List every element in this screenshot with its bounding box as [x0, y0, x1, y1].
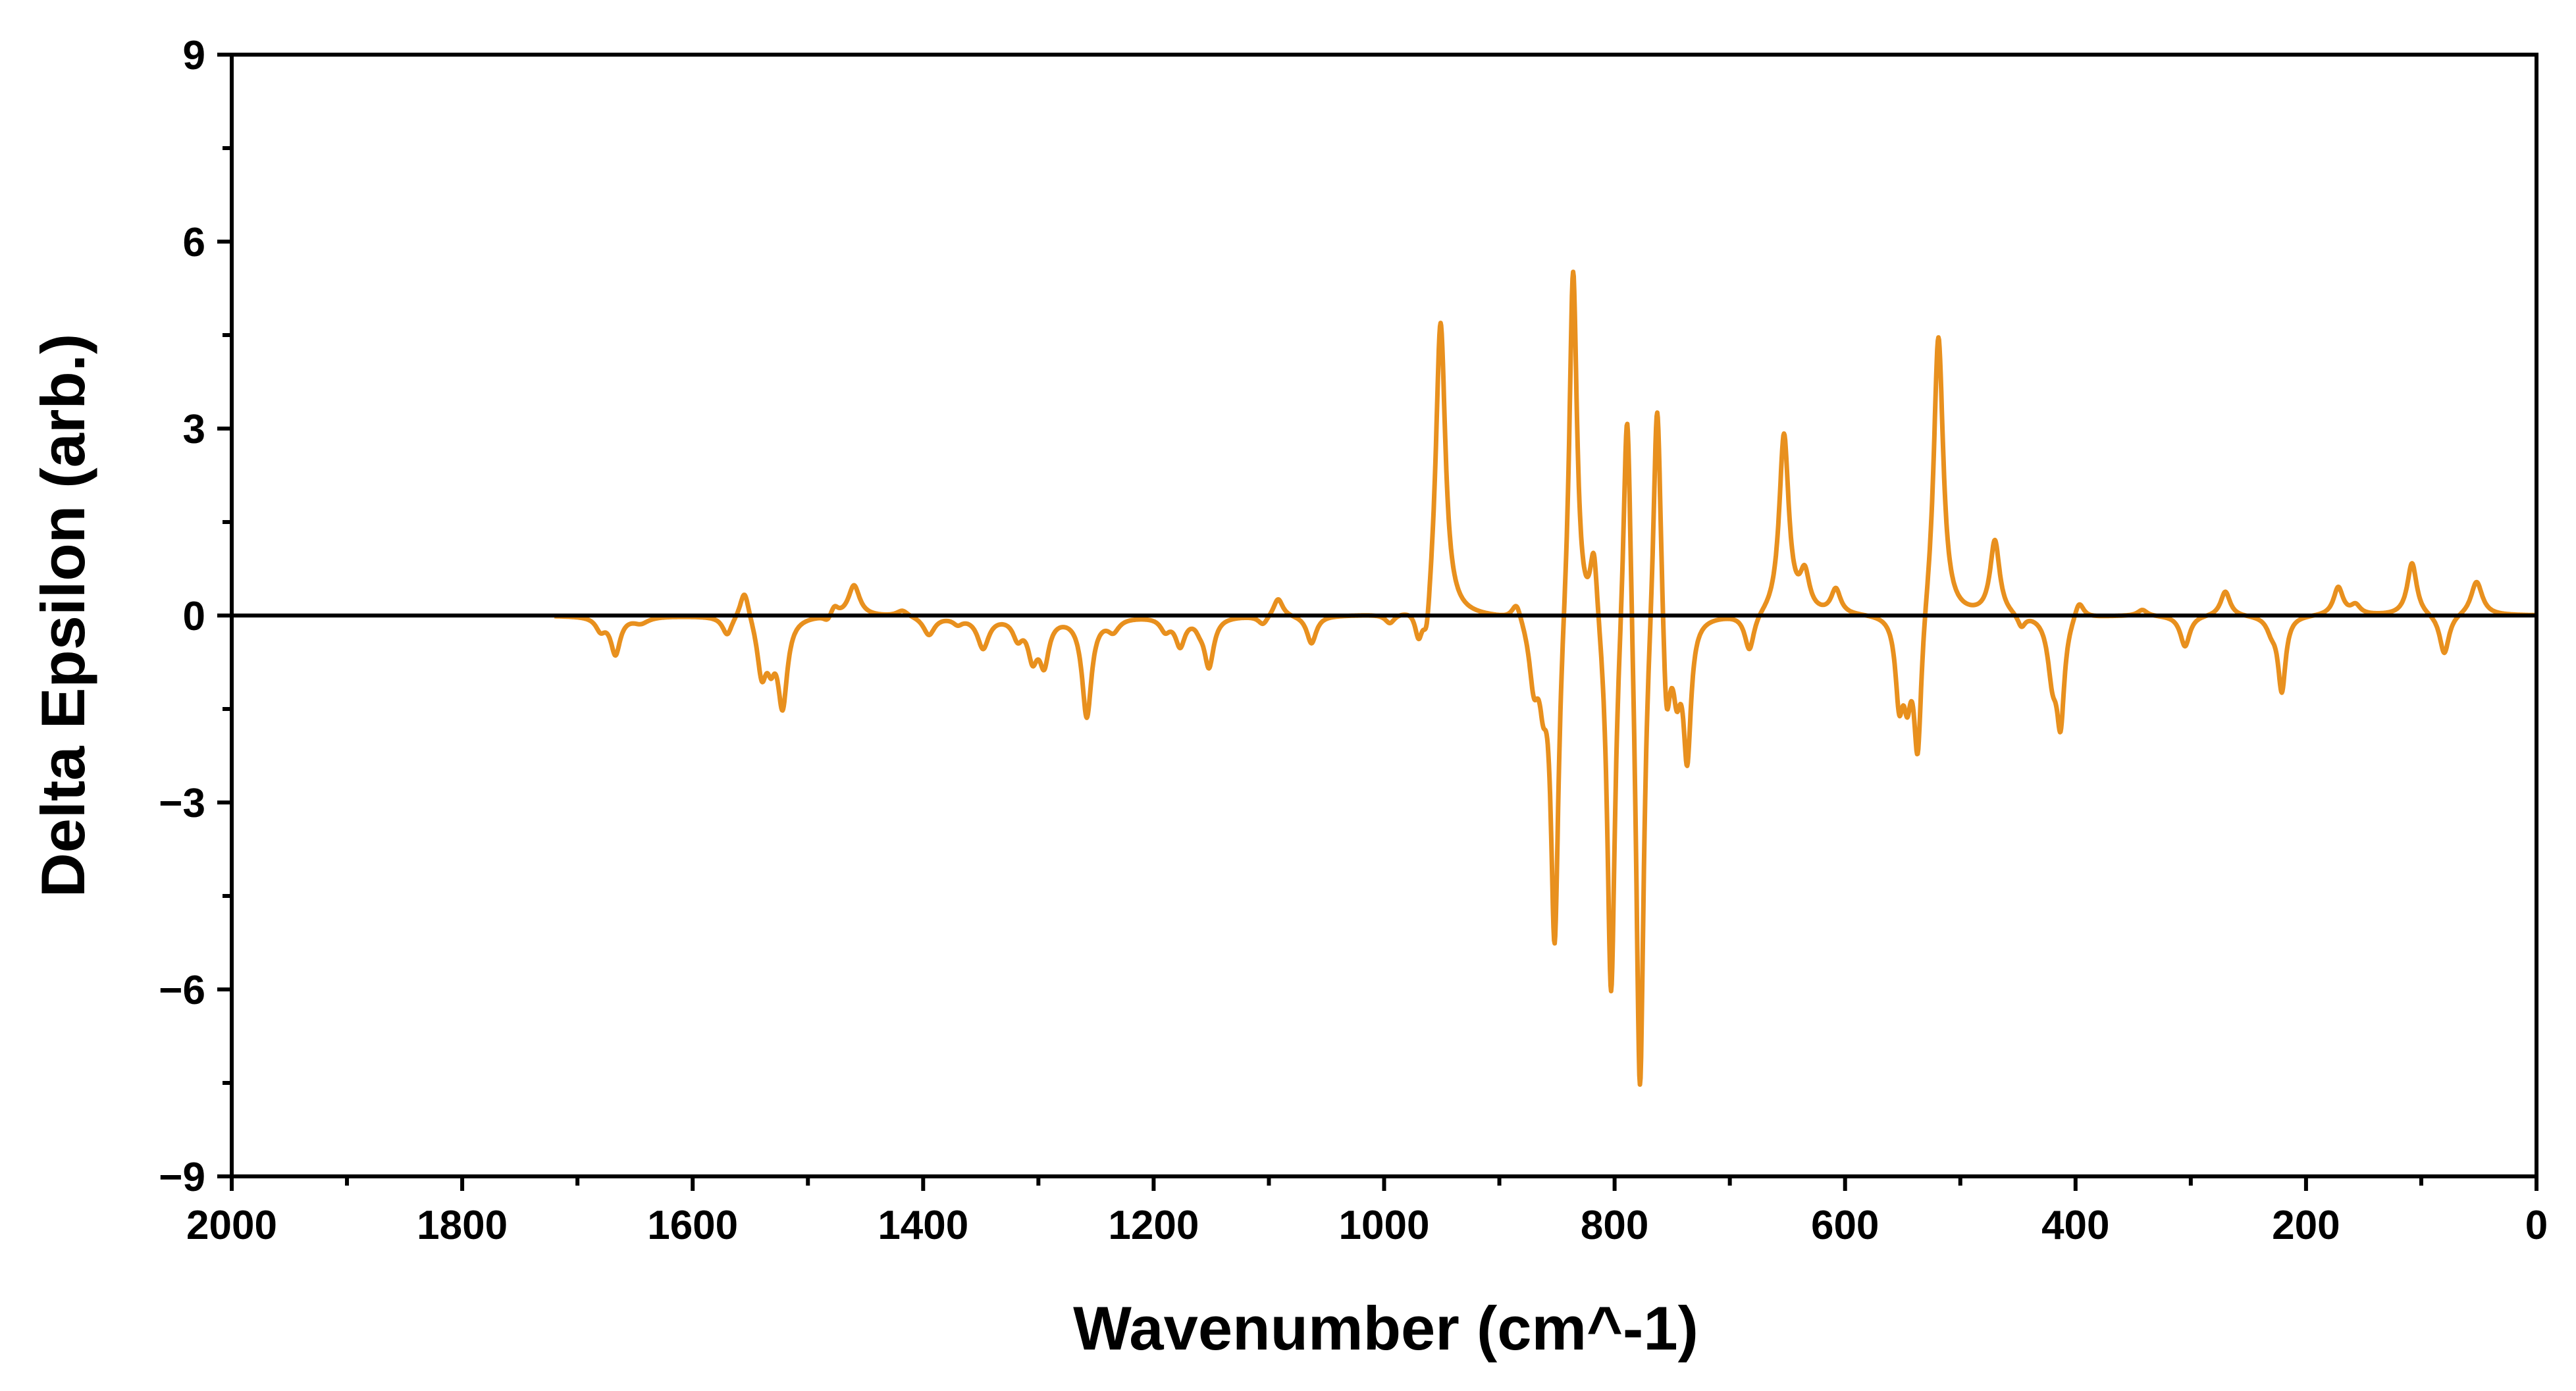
- y-tick-label: 6: [183, 220, 205, 265]
- x-tick-label: 1400: [878, 1203, 968, 1248]
- x-tick-label: 2000: [186, 1203, 277, 1248]
- y-tick-label: 3: [183, 407, 205, 452]
- y-tick-label: 0: [183, 594, 205, 639]
- y-axis: −9 −6 −3 0 3 6 9: [159, 33, 232, 1200]
- plot-area: [230, 53, 2538, 1178]
- x-tick-label: 1200: [1108, 1203, 1199, 1248]
- y-tick-label: 9: [183, 33, 205, 78]
- x-tick-label: 1000: [1339, 1203, 1430, 1248]
- y-axis-title: Delta Epsilon (arb.): [28, 334, 97, 898]
- series-line-0: [552, 269, 2538, 1087]
- y-tick-label: −9: [159, 1155, 205, 1200]
- x-tick-label: 400: [2041, 1203, 2109, 1248]
- x-tick-label: 1800: [417, 1203, 508, 1248]
- x-axis: 2000 1800 1600 1400 1200 1000 800 600 400 200 0: [186, 1176, 2548, 1248]
- x-tick-label: 200: [2272, 1203, 2340, 1248]
- y-tick-label: −3: [159, 781, 205, 826]
- y-tick-label: −6: [159, 968, 205, 1013]
- x-tick-label: 600: [1811, 1203, 1879, 1248]
- x-tick-label: 1600: [647, 1203, 738, 1248]
- x-axis-title: Wavenumber (cm^-1): [1073, 1294, 1698, 1363]
- x-tick-label: 0: [2525, 1203, 2548, 1248]
- x-tick-label: 800: [1581, 1203, 1648, 1248]
